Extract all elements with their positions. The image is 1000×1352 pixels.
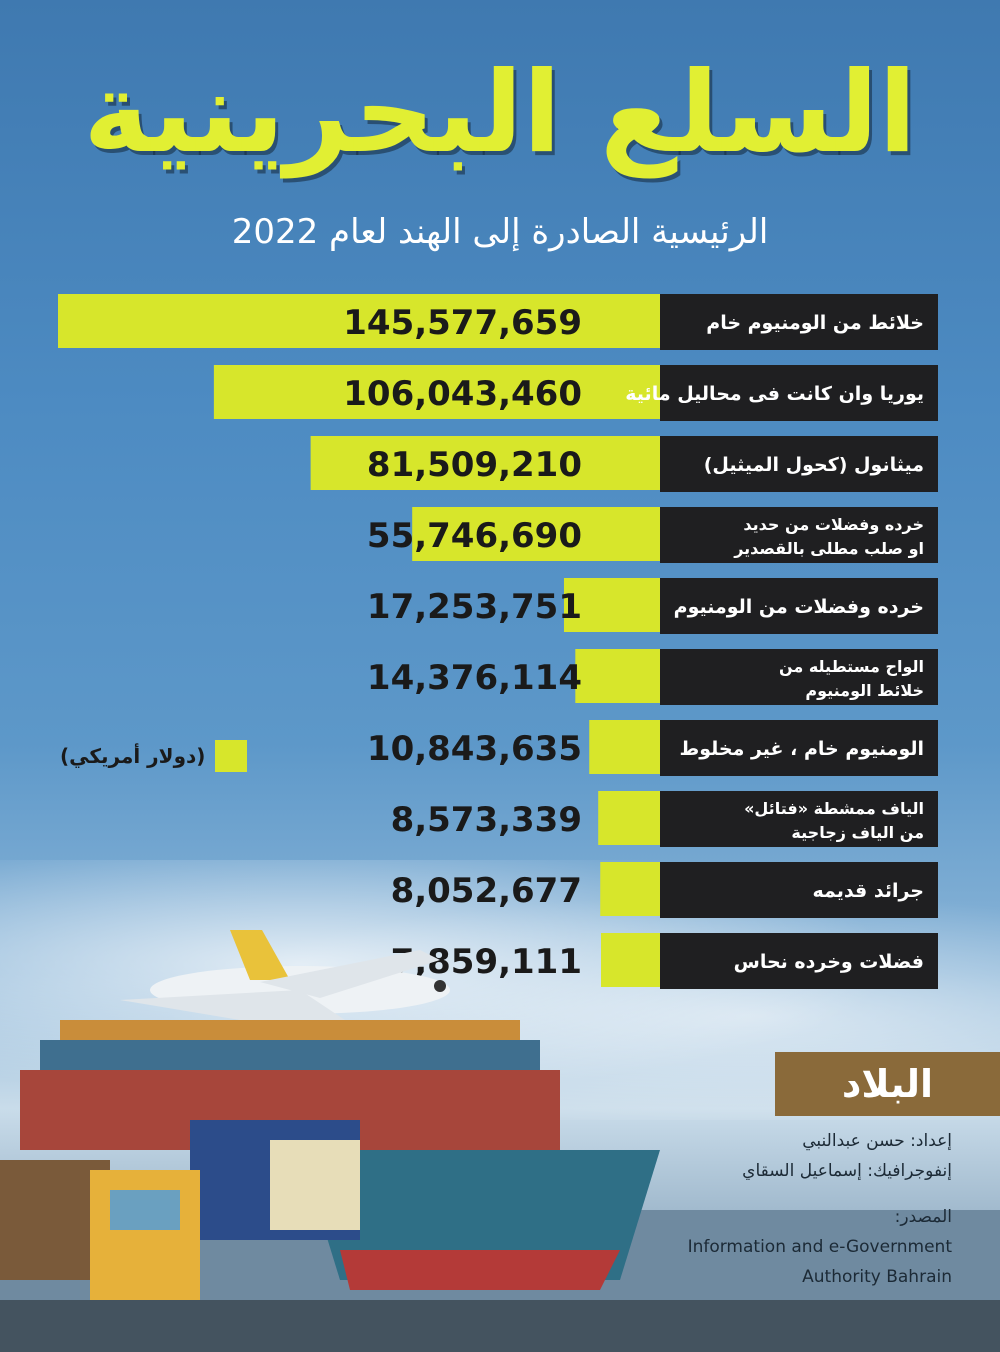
category-label-bg-7 xyxy=(660,720,938,776)
legend-label: (دولار أمريكي) xyxy=(60,744,206,768)
category-label-5: خرده وفضلات من الومنيوم xyxy=(674,596,924,618)
category-label-bg-4 xyxy=(660,507,938,563)
category-label-bg-3 xyxy=(660,436,938,492)
category-label-1: خلائط من الومنيوم خام xyxy=(706,312,924,334)
legend: (دولار أمريكي) xyxy=(60,740,248,772)
bar-5 xyxy=(563,578,660,632)
credit-source-label: المصدر: xyxy=(894,1207,952,1227)
credits: إعداد: حسن عبدالنبي إنفوجرافيك: إسماعيل … xyxy=(572,1126,952,1292)
transport-illustration xyxy=(0,930,1000,1352)
credit-infographic: إنفوجرافيك: إسماعيل السقاي xyxy=(742,1161,952,1181)
category-label-3: ميثانول (كحول الميثيل) xyxy=(704,454,924,476)
credit-source-line1: Information and e-Government xyxy=(687,1237,952,1257)
category-label-bg-9 xyxy=(660,862,938,918)
category-label-7: الومنيوم خام ، غير مخلوط xyxy=(679,738,924,760)
category-label-bg-5 xyxy=(660,578,938,634)
ship-icon xyxy=(300,1150,660,1290)
category-label-bg-1 xyxy=(660,294,938,350)
page-subtitle: الرئيسية الصادرة إلى الهند لعام 2022 xyxy=(231,212,769,252)
credit-prepared: إعداد: حسن عبدالنبي xyxy=(802,1131,952,1151)
road xyxy=(0,1300,1000,1352)
category-label-bg-8 xyxy=(660,791,938,847)
category-label-6-line-2: خلائط الومنيوم xyxy=(805,681,924,700)
category-label-4-line-2: او صلب مطلى بالقصدير xyxy=(733,539,924,558)
bar-7 xyxy=(589,720,660,774)
train-icon xyxy=(190,1120,360,1240)
bar-chart: خلائط من الومنيوم خام 145,577,659 يوريا وا… xyxy=(58,294,938,989)
value-label-6: 14,376,114 xyxy=(367,658,582,698)
brand-logo-text: البلاد xyxy=(841,1062,934,1106)
category-label-4-line-1: خرده وفضلات من حديد xyxy=(743,515,924,534)
bar-10 xyxy=(601,933,660,987)
value-label-7: 10,843,635 xyxy=(367,729,582,769)
value-label-9: 8,052,677 xyxy=(391,871,582,911)
credit-source-line2: Authority Bahrain xyxy=(802,1267,952,1287)
value-label-8: 8,573,339 xyxy=(391,800,582,840)
category-label-6-line-1: الواح مستطيله من xyxy=(779,657,924,676)
bar-8 xyxy=(598,791,660,845)
truck-icon xyxy=(0,1160,200,1300)
airplane-icon xyxy=(120,930,450,1030)
value-label-2: 106,043,460 xyxy=(343,374,582,414)
value-label-5: 17,253,751 xyxy=(367,587,582,627)
category-label-10: فضلات وخرده نحاس xyxy=(734,951,924,973)
brand-logo: البلاد xyxy=(775,1052,1000,1116)
legend-swatch xyxy=(215,740,248,772)
bar-6 xyxy=(575,649,660,703)
category-label-2: يوريا وان كانت فى محاليل مائية xyxy=(625,383,924,405)
category-label-bg-6 xyxy=(660,649,938,705)
category-label-8-line-2: من الياف زجاجية xyxy=(791,823,924,842)
category-label-9: جرائد قديمه xyxy=(812,880,924,902)
category-label-8-line-1: الياف ممشطة «فتائل» xyxy=(744,799,924,818)
value-label-1: 145,577,659 xyxy=(343,303,582,343)
bar-3 xyxy=(310,436,660,490)
page-title: السلع البحرينية xyxy=(83,48,917,178)
bar-2 xyxy=(213,365,661,419)
value-label-3: 81,509,210 xyxy=(367,445,582,485)
category-label-bg-10 xyxy=(660,933,938,989)
bar-1 xyxy=(58,294,660,348)
bar-9 xyxy=(600,862,660,916)
category-label-bg-2 xyxy=(660,365,938,421)
value-label-4: 55,746,690 xyxy=(367,516,582,556)
bar-4 xyxy=(412,507,660,561)
